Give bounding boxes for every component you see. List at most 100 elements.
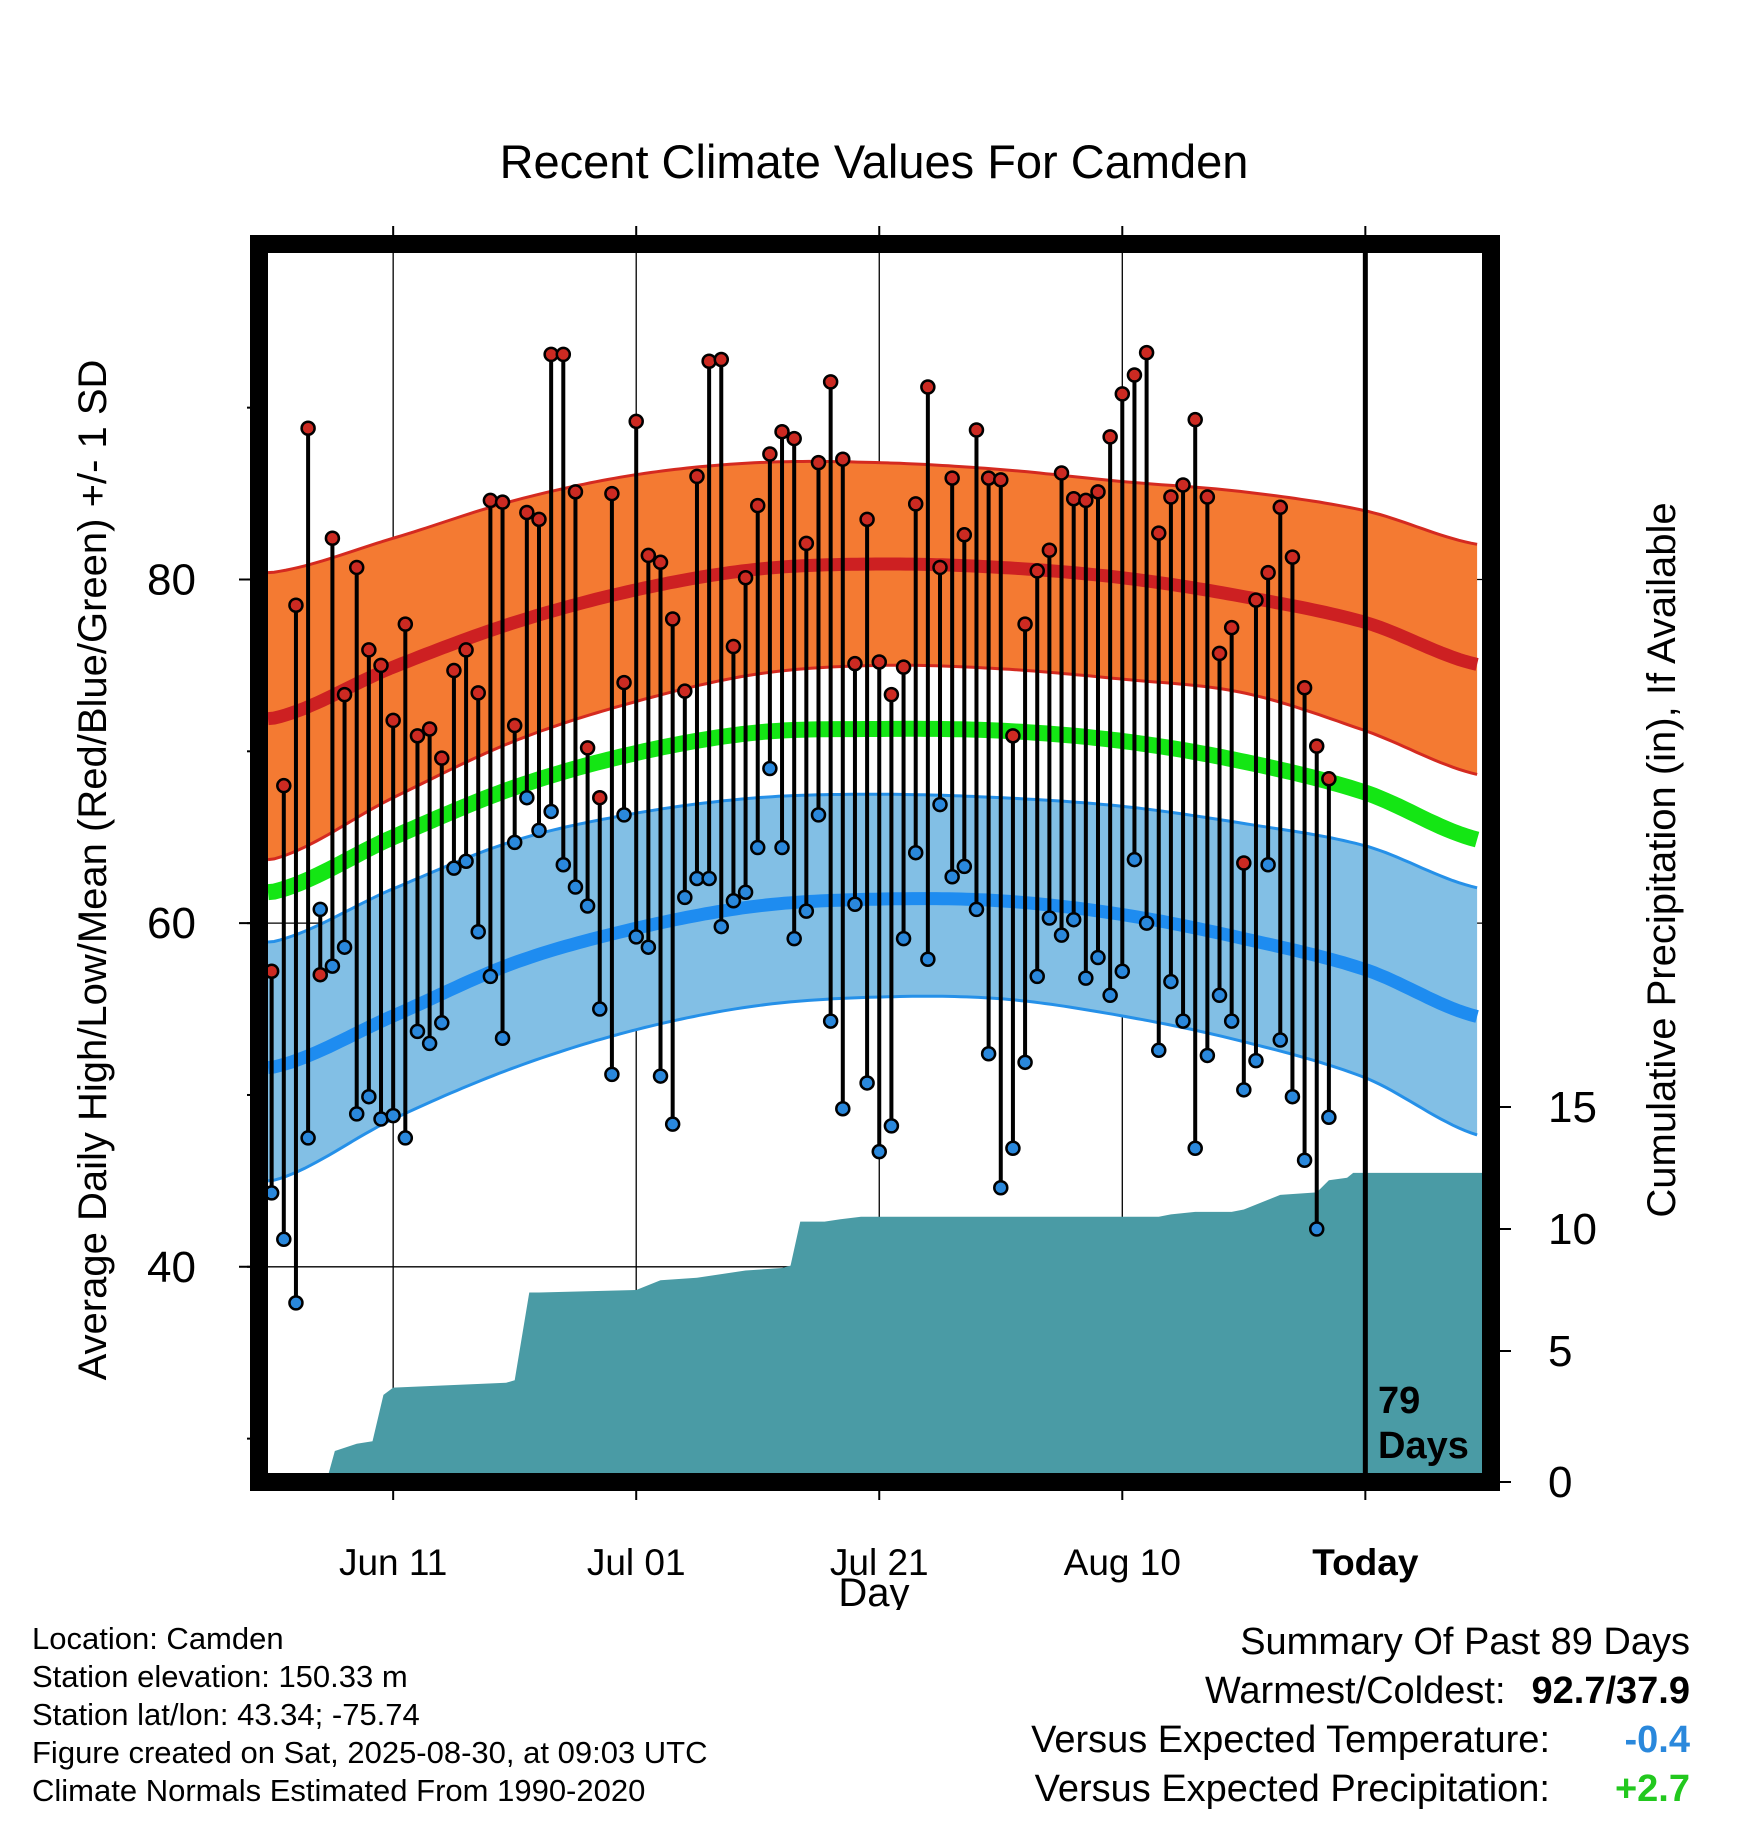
low-point-18: [482, 968, 499, 985]
high-point-68: [1090, 484, 1106, 500]
high-point-79: [1223, 619, 1240, 636]
high-point-13: [421, 721, 438, 737]
low-point-85: [1296, 1152, 1313, 1169]
station-location: Location: Camden: [32, 1621, 284, 1656]
low-point-7: [348, 1106, 365, 1122]
high-point-58: [968, 422, 985, 438]
low-point-71: [1126, 851, 1143, 868]
climate-chart: Jun 11 Jul 01 Jul 21 Aug 10 Today 40 60 80 0 5 10 1…: [71, 135, 1684, 1610]
low-point-66: [1065, 911, 1082, 928]
high-point-64: [1041, 542, 1058, 559]
high-point-87: [1321, 771, 1337, 787]
plot-border: [250, 235, 1500, 1491]
low-point-80: [1236, 1082, 1252, 1098]
high-point-73: [1151, 525, 1167, 541]
low-normal-line: [268, 892, 1479, 1074]
high-point-12: [409, 728, 426, 744]
high-point-1: [276, 777, 292, 794]
low-point-84: [1284, 1088, 1301, 1105]
low-point-51: [883, 1118, 900, 1134]
high-point-63: [1029, 563, 1045, 579]
high-point-86: [1308, 738, 1325, 754]
low-point-13: [421, 1035, 438, 1052]
y-axis-label: Average Daily High/Low/Mean (Red/Blue/Gr…: [71, 360, 115, 1381]
high-point-70: [1114, 386, 1131, 402]
high-point-57: [956, 527, 973, 543]
high-point-60: [993, 472, 1009, 488]
low-point-74: [1163, 973, 1179, 990]
precip-area: [328, 1172, 1482, 1473]
low-point-52: [895, 930, 912, 947]
low-point-77: [1199, 1047, 1216, 1064]
summary-warmest-row: Warmest/Coldest: 92.7/37.9: [1031, 1667, 1690, 1716]
low-point-61: [1005, 1140, 1021, 1156]
low-point-1: [276, 1231, 292, 1248]
high-point-2: [288, 597, 304, 614]
low-point-43: [786, 930, 802, 947]
high-point-33: [664, 611, 681, 627]
low-point-8: [361, 1088, 377, 1105]
bands-group: [268, 459, 1480, 1183]
low-point-87: [1321, 1109, 1337, 1126]
low-point-78: [1211, 987, 1228, 1004]
low-point-53: [907, 844, 924, 861]
chart-title: Recent Climate Values For Camden: [500, 135, 1249, 188]
normal-bands: [268, 459, 1480, 1183]
low-point-73: [1151, 1042, 1167, 1059]
high-point-85: [1296, 679, 1313, 696]
high-point-51: [883, 686, 900, 703]
x-tick-label-1: Jul 01: [587, 1542, 686, 1583]
low-point-83: [1272, 1032, 1289, 1048]
low-point-4: [312, 901, 329, 918]
high-point-38: [725, 638, 742, 655]
high-point-75: [1175, 477, 1191, 493]
high-point-24: [555, 346, 572, 363]
low-point-41: [762, 760, 778, 777]
high-point-29: [616, 674, 632, 691]
low-point-34: [677, 889, 693, 906]
high-point-43: [786, 430, 802, 447]
high-point-66: [1065, 490, 1082, 507]
high-point-40: [749, 497, 766, 514]
high-point-17: [470, 685, 486, 701]
low-point-44: [798, 903, 815, 919]
low-point-11: [397, 1130, 414, 1146]
low-point-56: [944, 868, 960, 885]
high-point-26: [579, 740, 596, 756]
high-point-5: [324, 530, 341, 546]
low-point-23: [543, 803, 559, 820]
low-point-21: [519, 789, 535, 806]
high-point-34: [677, 683, 693, 699]
low-point-26: [579, 898, 596, 914]
high-point-81: [1248, 592, 1264, 608]
low-point-50: [871, 1143, 888, 1160]
high-point-46: [822, 374, 839, 390]
low-point-70: [1114, 963, 1131, 980]
high-point-47: [835, 451, 851, 467]
high-point-41: [762, 446, 778, 462]
high-point-9: [373, 657, 389, 674]
high-point-65: [1053, 465, 1070, 481]
low-point-65: [1053, 927, 1070, 943]
precip-label: Versus Expected Precipitation:: [1034, 1768, 1550, 1810]
low-point-30: [628, 929, 644, 945]
high-point-22: [531, 511, 547, 528]
high-point-16: [458, 642, 474, 658]
summary-heading: Summary Of Past 89 Days: [1240, 1621, 1690, 1663]
high-point-77: [1199, 489, 1216, 505]
high-point-67: [1078, 492, 1094, 509]
high-point-78: [1211, 645, 1228, 662]
low-point-27: [592, 1001, 608, 1017]
low-point-40: [749, 839, 766, 856]
high-point-62: [1017, 616, 1033, 632]
y2-tick-label-10: 10: [1548, 1205, 1597, 1254]
high-point-7: [348, 559, 365, 576]
plot-frame: [250, 235, 1500, 1491]
low-point-19: [494, 1030, 511, 1047]
low-point-69: [1102, 987, 1118, 1004]
low-point-36: [701, 870, 717, 887]
low-point-72: [1138, 915, 1155, 931]
low-point-86: [1308, 1221, 1325, 1237]
high-plus-sd-line: [268, 459, 1478, 575]
low-point-46: [822, 1013, 839, 1029]
